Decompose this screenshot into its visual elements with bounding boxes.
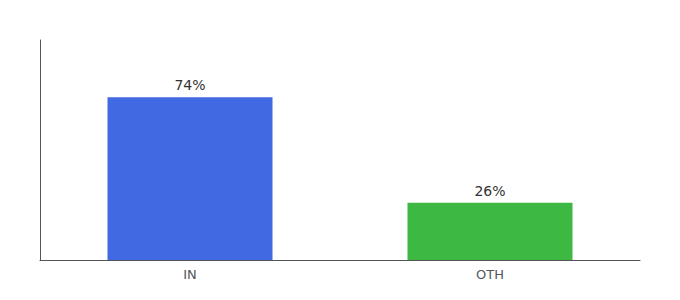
svg-text:IN: IN [183,267,197,282]
svg-text:26%: 26% [474,183,505,199]
svg-text:74%: 74% [174,77,205,93]
svg-text:OTH: OTH [476,267,504,282]
